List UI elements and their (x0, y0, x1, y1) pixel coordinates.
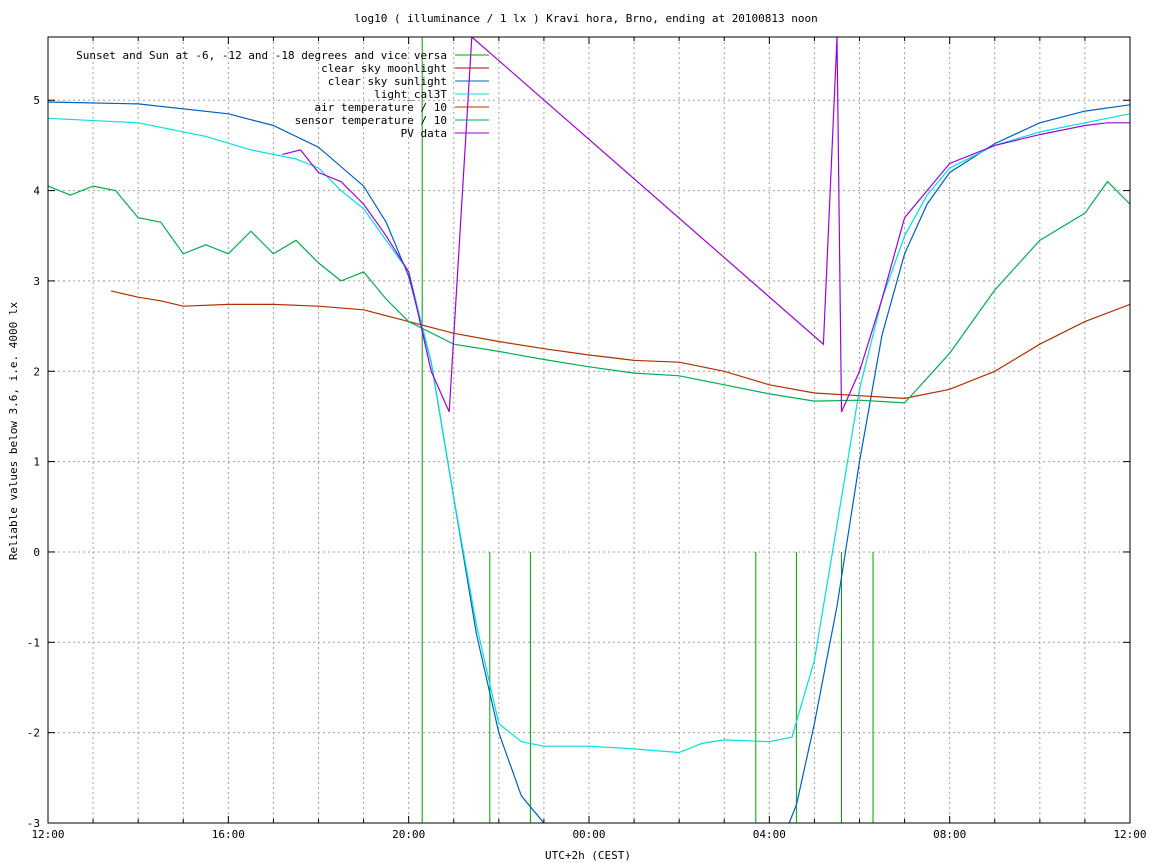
legend-sunset-and-sun-at-6-12-and-18-degrees-and-vice-versa-label: Sunset and Sun at -6, -12 and -18 degree… (76, 49, 447, 62)
grid (48, 37, 1130, 823)
y-tick-label: -1 (27, 636, 40, 649)
y-tick-label: -2 (27, 727, 40, 740)
ticks: 12:00 16:00 20:00 00:00 04:00 08:00 12:00-3-2-… (27, 37, 1147, 841)
x-tick-label: 12:00 (1113, 828, 1146, 841)
plot-border (47, 36, 1131, 824)
series-sensor-temperature-10-line (48, 180, 1130, 404)
x-tick-label: 04:00 (753, 828, 786, 841)
x-axis-label: UTC+2h (CEST) (545, 849, 631, 862)
x-tick-label: 00:00 (572, 828, 605, 841)
y-tick-label: 4 (33, 185, 40, 198)
y-tick-label: 0 (33, 546, 40, 559)
x-tick-label: 20:00 (392, 828, 425, 841)
y-tick-label: 5 (33, 94, 40, 107)
legend-clear-sky-sunlight-label: clear sky sunlight (328, 75, 447, 88)
legend-air-temperature-10-label: air temperature / 10 (315, 101, 447, 114)
legend-sensor-temperature-10-label: sensor temperature / 10 (295, 114, 447, 127)
chart-title: log10 ( illuminance / 1 lx ) Kravi hora,… (354, 12, 818, 25)
series-pv-data-line (282, 37, 1130, 413)
y-tick-label: 1 (33, 456, 40, 469)
x-tick-label: 16:00 (212, 828, 245, 841)
y-tick-label: -3 (27, 817, 40, 830)
y-tick-label: 2 (33, 365, 40, 378)
y-tick-label: 3 (33, 275, 40, 288)
series-layer (48, 37, 1130, 823)
legend: Sunset and Sun at -6, -12 and -18 degree… (76, 49, 489, 140)
legend-light-cal3t-label: light_cal3T (374, 88, 447, 101)
legend-clear-sky-moonlight-label: clear sky moonlight (321, 62, 447, 75)
series-light-cal3t-line (48, 113, 1130, 754)
series-clear-sky-sunlight-line (48, 101, 1130, 823)
x-tick-label: 12:00 (31, 828, 64, 841)
series-air-temperature-10-line (110, 290, 1130, 400)
legend-pv-data-label: PV data (401, 127, 447, 140)
x-tick-label: 08:00 (933, 828, 966, 841)
y-axis-label: Reliable values below 3.6, i.e. 4000 lx (7, 301, 20, 560)
